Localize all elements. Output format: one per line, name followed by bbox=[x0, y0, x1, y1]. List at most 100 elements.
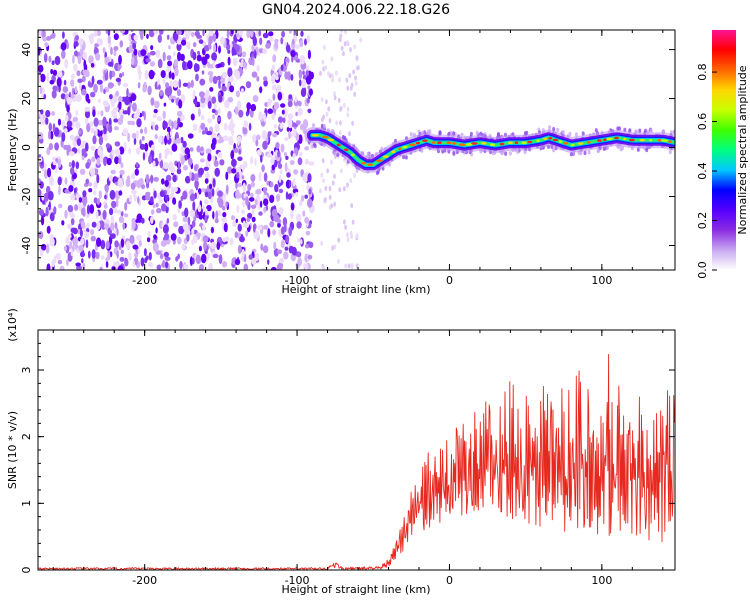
noise-speckle bbox=[265, 43, 271, 49]
ridge-hotspot bbox=[322, 135, 329, 139]
noise-speckle bbox=[189, 256, 193, 266]
noise-speckle bbox=[74, 204, 79, 211]
noise-speckle bbox=[193, 63, 199, 73]
noise-speckle bbox=[118, 244, 122, 251]
noise-speckle bbox=[63, 245, 67, 251]
noise-speckle bbox=[305, 70, 310, 77]
noise-speckle bbox=[122, 82, 129, 88]
noise-speckle bbox=[328, 118, 332, 124]
noise-speckle bbox=[166, 201, 170, 208]
noise-speckle bbox=[120, 249, 124, 255]
ridge-fringe bbox=[638, 128, 642, 133]
noise-speckle bbox=[104, 204, 108, 209]
noise-speckle bbox=[212, 211, 215, 220]
noise-speckle bbox=[177, 117, 181, 125]
noise-speckle bbox=[73, 41, 79, 47]
noise-speckle bbox=[136, 234, 142, 241]
noise-speckle bbox=[211, 52, 218, 61]
noise-speckle bbox=[338, 77, 341, 83]
noise-speckle bbox=[82, 262, 86, 270]
noise-speckle bbox=[243, 120, 248, 129]
noise-speckle bbox=[43, 53, 48, 63]
noise-speckle bbox=[225, 171, 229, 181]
noise-speckle bbox=[191, 239, 195, 246]
ridge-hotspot bbox=[367, 163, 373, 166]
noise-speckle bbox=[292, 128, 297, 137]
noise-speckle bbox=[298, 69, 303, 79]
noise-speckle bbox=[140, 257, 145, 267]
ridge-hotspot bbox=[343, 148, 349, 152]
ridge-hotspot bbox=[408, 143, 416, 147]
noise-speckle bbox=[60, 93, 66, 100]
ridge-hotspot bbox=[452, 142, 457, 145]
noise-speckle bbox=[58, 185, 61, 196]
snr-x-ticks: -200 -100 0 100 bbox=[52, 330, 664, 587]
noise-speckle bbox=[58, 203, 63, 209]
noise-speckle bbox=[189, 193, 196, 202]
noise-speckle bbox=[269, 181, 274, 188]
noise-speckle bbox=[276, 193, 281, 202]
ridge-hotspot bbox=[587, 141, 591, 144]
noise-speckle bbox=[120, 114, 124, 120]
snr-y-tick-label: 2 bbox=[20, 433, 33, 440]
noise-speckle bbox=[230, 150, 235, 160]
noise-speckle bbox=[184, 175, 191, 184]
noise-speckle bbox=[234, 231, 239, 239]
noise-speckle bbox=[296, 213, 302, 223]
noise-speckle bbox=[198, 108, 201, 117]
noise-speckle bbox=[187, 216, 191, 226]
noise-speckle bbox=[223, 222, 228, 233]
noise-speckle bbox=[159, 253, 164, 260]
noise-speckle bbox=[284, 162, 288, 172]
noise-speckle bbox=[254, 50, 257, 59]
noise-speckle bbox=[100, 110, 104, 117]
noise-speckle bbox=[73, 188, 77, 194]
noise-speckle bbox=[82, 69, 88, 76]
noise-speckle bbox=[182, 60, 186, 71]
noise-speckle bbox=[195, 73, 199, 82]
noise-speckle bbox=[200, 122, 206, 130]
noise-speckle bbox=[193, 216, 197, 222]
noise-speckle bbox=[221, 85, 227, 92]
noise-speckle bbox=[262, 32, 269, 39]
noise-speckle bbox=[141, 136, 145, 141]
noise-speckle bbox=[159, 89, 163, 97]
noise-speckle bbox=[64, 209, 68, 219]
spectrogram-x-tick-label: 100 bbox=[591, 274, 612, 287]
noise-speckle bbox=[138, 74, 141, 80]
noise-speckle bbox=[346, 236, 350, 243]
ridge-hotspot bbox=[382, 155, 389, 158]
noise-speckle bbox=[153, 30, 159, 35]
noise-speckle bbox=[304, 146, 310, 151]
noise-speckle bbox=[272, 229, 276, 236]
noise-speckle bbox=[290, 50, 296, 58]
noise-speckle bbox=[236, 172, 240, 177]
noise-speckle bbox=[108, 124, 113, 133]
noise-speckle bbox=[86, 204, 90, 215]
noise-speckle bbox=[335, 120, 339, 126]
noise-speckle bbox=[130, 172, 136, 180]
ridge-hotspot bbox=[499, 142, 505, 146]
ridge-hotspot bbox=[629, 138, 635, 142]
noise-speckle bbox=[52, 161, 57, 166]
noise-speckle bbox=[84, 118, 89, 125]
noise-speckle bbox=[119, 40, 124, 48]
noise-speckle bbox=[100, 240, 106, 250]
noise-speckle bbox=[172, 174, 177, 183]
noise-speckle bbox=[235, 182, 238, 189]
noise-speckle bbox=[147, 85, 152, 96]
noise-speckle bbox=[182, 140, 187, 148]
noise-speckle bbox=[109, 82, 115, 88]
noise-speckle bbox=[172, 80, 179, 88]
noise-speckle bbox=[202, 30, 205, 37]
noise-speckle bbox=[174, 67, 179, 77]
noise-speckle bbox=[164, 153, 168, 160]
noise-speckle bbox=[342, 186, 346, 192]
noise-speckle bbox=[150, 174, 154, 184]
noise-speckle bbox=[168, 45, 171, 50]
noise-speckle bbox=[177, 160, 181, 170]
noise-speckle bbox=[231, 215, 235, 221]
noise-speckle bbox=[126, 175, 131, 186]
noise-speckle bbox=[92, 109, 96, 117]
noise-speckle bbox=[68, 151, 75, 157]
